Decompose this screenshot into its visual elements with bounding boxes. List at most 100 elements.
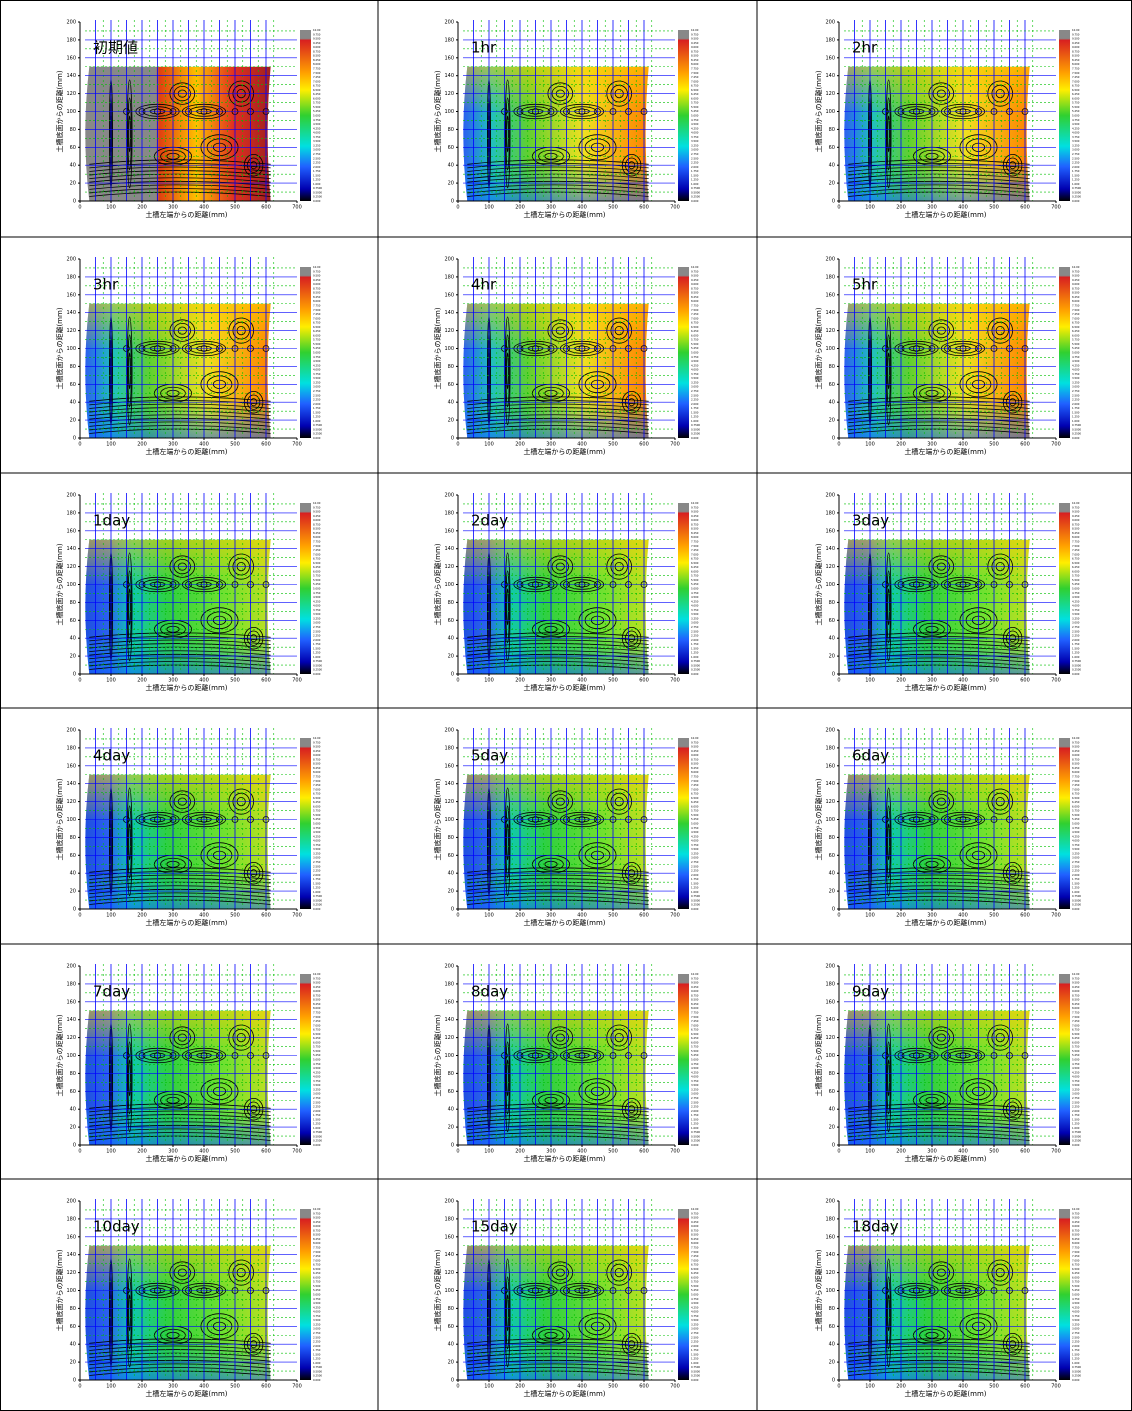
panel: 0 100 200 300 400 500 600 700 0 20 40 60 80 100 120 140… <box>55 728 322 928</box>
contour-line <box>467 1135 649 1141</box>
x-tick-label: 700 <box>670 1149 680 1155</box>
colorbar-label: 6.000 <box>313 569 321 573</box>
colorbar-label: 8.250 <box>313 766 321 770</box>
y-tick-label: 180 <box>825 981 835 987</box>
colorbar-label: 7.000 <box>691 1258 699 1262</box>
y-tick-label: 40 <box>829 400 835 406</box>
colorbar-label: 4.750 <box>691 591 699 595</box>
colorbar-label: 6.750 <box>313 1263 321 1267</box>
contour-line <box>467 1124 649 1131</box>
colorbar-label: 8.000 <box>1072 770 1080 774</box>
panel: 0 100 200 300 400 500 600 700 0 20 40 60 80 100 120 140… <box>433 257 700 457</box>
x-axis-label: 土槽左端からの距離(mm) <box>523 683 605 692</box>
contour-line <box>848 1363 1030 1369</box>
y-tick-label: 0 <box>451 672 454 678</box>
contour-line <box>467 1352 649 1359</box>
y-tick-label: 200 <box>66 964 76 970</box>
x-tick-label: 300 <box>927 442 937 448</box>
y-tick-label: 120 <box>66 91 76 97</box>
colorbar-label: 1.750 <box>1072 1348 1080 1352</box>
y-tick-label: 140 <box>444 1252 454 1258</box>
colorbar-label: 1.000 <box>313 419 321 423</box>
y-tick-label: 100 <box>444 817 454 823</box>
colorbar-label: 2.500 <box>1072 1335 1080 1339</box>
colorbar-label: 10.00 <box>691 28 699 32</box>
contour-line <box>467 417 649 424</box>
colorbar-label: 1.500 <box>1072 646 1080 650</box>
colorbar-label: 1.750 <box>1072 169 1080 173</box>
x-tick-label: 700 <box>1051 205 1061 211</box>
contour-line <box>848 664 1030 670</box>
contour-line <box>89 888 271 895</box>
colorbar-label: 1.000 <box>313 655 321 659</box>
colorbar-label: 3.750 <box>691 1314 699 1318</box>
y-tick-label: 20 <box>70 1360 76 1366</box>
colorbar-label: 3.500 <box>691 139 699 143</box>
colorbar-label: 9.750 <box>691 1211 699 1215</box>
colorbar-label: 0.2500 <box>1072 195 1081 199</box>
colorbar-label: 2.500 <box>1072 1100 1080 1104</box>
colorbar-label: 4.250 <box>691 126 699 130</box>
y-tick-label: 200 <box>66 728 76 734</box>
colorbar-label: 6.000 <box>691 569 699 573</box>
colorbar-label: 2.500 <box>691 629 699 633</box>
colorbar-label: 4.250 <box>1072 1305 1080 1309</box>
contour-line <box>848 396 1030 402</box>
contour-line <box>126 552 133 662</box>
colorbar-label: 0.5000 <box>313 898 322 902</box>
contour-line <box>126 79 133 189</box>
contour-line <box>886 97 891 171</box>
colorbar-label: 0.2500 <box>313 903 322 907</box>
colorbar-label: 0.7500 <box>691 894 700 898</box>
contour-line <box>126 1258 133 1368</box>
contour-line <box>848 1114 1030 1120</box>
contour-line <box>126 316 133 426</box>
y-tick-label: 40 <box>448 1107 454 1113</box>
x-tick-label: 300 <box>546 913 556 919</box>
x-tick-label: 400 <box>199 1384 209 1390</box>
contour-line <box>886 1041 891 1115</box>
colorbar-label: 5.250 <box>691 346 699 350</box>
colorbar-label: 6.250 <box>691 92 699 96</box>
colorbar-label: 4.000 <box>313 1310 321 1314</box>
colorbar-label: 8.000 <box>691 535 699 539</box>
x-tick-label: 300 <box>927 1384 937 1390</box>
contour-line <box>848 417 1030 424</box>
contour-line <box>126 1023 133 1133</box>
colorbar-label: 6.500 <box>313 1032 321 1036</box>
colorbar-label: 5.250 <box>313 109 321 113</box>
colorbar-label: 7.750 <box>691 303 699 307</box>
contour-line <box>467 407 649 413</box>
x-tick-label: 200 <box>515 1149 525 1155</box>
colorbar-label: 7.750 <box>313 303 321 307</box>
colorbar-label: 6.750 <box>691 84 699 88</box>
y-tick-label: 200 <box>66 20 76 26</box>
x-tick-label: 300 <box>546 1149 556 1155</box>
colorbar-label: 8.750 <box>691 522 699 526</box>
colorbar-label: 7.500 <box>1072 1250 1080 1254</box>
colorbar-label: 9.000 <box>1072 753 1080 757</box>
contour-line <box>886 1276 891 1350</box>
colorbar-label: 9.000 <box>1072 282 1080 286</box>
colorbar-label: 4.500 <box>691 359 699 363</box>
colorbar-label: 8.250 <box>1072 1237 1080 1241</box>
y-axis-label: 土槽底面からの距離(mm) <box>814 307 823 389</box>
x-tick-label: 200 <box>515 442 525 448</box>
colorbar-label: 7.000 <box>313 316 321 320</box>
colorbar-label: 8.500 <box>313 527 321 531</box>
x-tick-label: 0 <box>837 913 840 919</box>
colorbar-label: 1.000 <box>691 1361 699 1365</box>
contour-line <box>505 1276 510 1350</box>
contour-line <box>467 657 649 663</box>
colorbar-label: 4.000 <box>313 839 321 843</box>
colorbar-label: 3.250 <box>313 1322 321 1326</box>
colorbar-label: 1.750 <box>1072 406 1080 410</box>
contour-line <box>848 650 1030 656</box>
colorbar-label: 5.750 <box>313 1045 321 1049</box>
contour-line <box>89 881 271 888</box>
colorbar-label: 5.750 <box>1072 1045 1080 1049</box>
colorbar-label: 5.000 <box>691 1058 699 1062</box>
colorbar-label: 9.500 <box>691 510 699 514</box>
contour-line <box>848 657 1030 663</box>
colorbar-label: 9.500 <box>313 274 321 278</box>
